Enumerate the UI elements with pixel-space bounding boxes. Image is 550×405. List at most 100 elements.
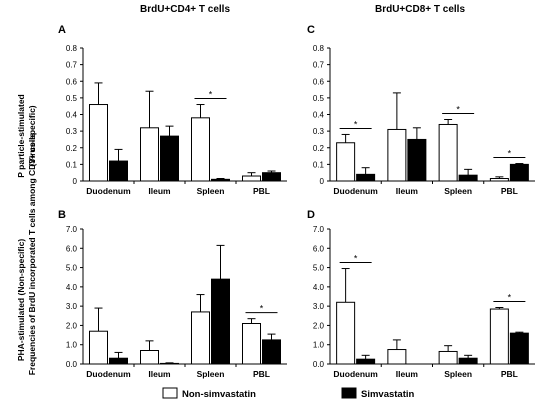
y-tick-label: 0.1 xyxy=(66,160,78,169)
x-tick-label: Ileum xyxy=(148,186,171,196)
legend: Non-simvastatin Simvastatin xyxy=(162,387,415,400)
panel-d: D 0.0 1.0 2.0 3.0 4.0 5.0 6.0 7.0 Duodenum Ileum Sp… xyxy=(307,209,535,379)
y-tick-label: 0.7 xyxy=(66,61,78,70)
bar-simvastatin xyxy=(407,138,427,182)
bar-non-simvastatin xyxy=(191,311,210,365)
y-tick-label: 0.6 xyxy=(66,77,78,86)
y-tick-label: 0.6 xyxy=(313,77,325,86)
x-tick-label: Duodenum xyxy=(86,369,131,379)
x-tick-label: PBL xyxy=(253,369,270,379)
y-tick-label: 6.0 xyxy=(313,244,325,253)
y-tick-label: 5.0 xyxy=(313,264,325,273)
x-tick-label: Spleen xyxy=(197,369,225,379)
bar-simvastatin xyxy=(509,332,529,365)
x-tick-label: Ileum xyxy=(396,369,419,379)
y-tick-label: 3.0 xyxy=(66,302,78,311)
y-tick-label: 0.3 xyxy=(66,127,78,136)
y-tick-label: 0.7 xyxy=(313,61,325,70)
bar-non-simvastatin xyxy=(191,117,210,182)
y-tick-label: 3.0 xyxy=(313,302,325,311)
panel-b: B 0.0 1.0 2.0 3.0 4.0 5.0 6.0 7.0 Duodenum Ileum Sp… xyxy=(58,209,287,379)
bar-non-simvastatin xyxy=(387,128,407,182)
y-axis-title: Frequencies of BrdU incorporated T cells… xyxy=(27,132,37,375)
y-tick-label: 6.0 xyxy=(66,244,78,253)
bar-non-simvastatin xyxy=(489,178,509,182)
bar-simvastatin xyxy=(160,135,179,182)
y-tick-label: 0.8 xyxy=(313,44,325,53)
bar-non-simvastatin xyxy=(140,350,159,365)
x-tick-label: Ileum xyxy=(148,369,171,379)
bar-simvastatin xyxy=(109,357,128,365)
bar-non-simvastatin xyxy=(89,104,108,182)
bar-simvastatin xyxy=(211,278,230,365)
bar-non-simvastatin xyxy=(438,350,458,365)
x-tick-label: Spleen xyxy=(444,186,472,196)
legend-swatch-simvastatin xyxy=(341,387,357,399)
bar-simvastatin xyxy=(160,362,179,365)
y-tick-label: 0.2 xyxy=(66,144,78,153)
panel-letter: C xyxy=(307,24,315,36)
y-tick-label: 7.0 xyxy=(66,225,78,234)
x-tick-label: Spleen xyxy=(197,186,225,196)
bar-non-simvastatin xyxy=(242,175,261,182)
x-tick-label: PBL xyxy=(253,186,270,196)
x-tick-label: Ileum xyxy=(396,186,419,196)
y-tick-label: 2.0 xyxy=(66,321,78,330)
significance-star: * xyxy=(354,254,358,264)
panel-letter: D xyxy=(307,209,315,221)
bar-non-simvastatin xyxy=(140,127,159,182)
bar-simvastatin xyxy=(109,160,128,182)
y-tick-label: 0.5 xyxy=(66,94,78,103)
y-tick-label: 1.0 xyxy=(66,341,78,350)
bar-simvastatin xyxy=(262,339,281,365)
y-tick-label: 0.0 xyxy=(313,360,325,369)
y-tick-label: 0.4 xyxy=(66,111,78,120)
significance-star: * xyxy=(456,104,460,114)
column-title-cd4: BrdU+CD4+ T cells xyxy=(140,4,230,15)
y-tick-label: 0.3 xyxy=(313,127,325,136)
bar-simvastatin xyxy=(458,174,478,182)
y-tick-label: 4.0 xyxy=(66,283,78,292)
bar-non-simvastatin xyxy=(438,123,458,182)
y-tick-label: 0.5 xyxy=(313,94,325,103)
y-tick-label: 7.0 xyxy=(313,225,325,234)
y-tick-label: 0.0 xyxy=(66,360,78,369)
bar-simvastatin xyxy=(458,357,478,365)
bar-non-simvastatin xyxy=(387,349,407,365)
y-tick-label: 0 xyxy=(73,177,78,186)
y-tick-label: 0.4 xyxy=(313,111,325,120)
panel-a: A 0 0.1 0.2 0.3 0.4 0.5 0.6 0.7 0.8 Duodenum Ileum S… xyxy=(58,24,287,196)
x-tick-label: Duodenum xyxy=(86,186,131,196)
y-tick-label: 0.1 xyxy=(313,160,325,169)
x-tick-label: PBL xyxy=(501,369,518,379)
bar-simvastatin xyxy=(262,172,281,182)
panel-letter: B xyxy=(58,209,66,221)
significance-star: * xyxy=(354,119,358,129)
legend-label-non-simvastatin: Non-simvastatin xyxy=(182,389,256,400)
y-tick-label: 2.0 xyxy=(313,321,325,330)
y-tick-label: 0.8 xyxy=(66,44,78,53)
y-tick-label: 5.0 xyxy=(66,264,78,273)
x-tick-label: Duodenum xyxy=(333,186,378,196)
x-tick-label: PBL xyxy=(501,186,518,196)
bar-simvastatin xyxy=(211,178,230,182)
legend-swatch-non-simvastatin xyxy=(162,387,178,399)
y-tick-label: 0 xyxy=(320,177,325,186)
panels: A 0 0.1 0.2 0.3 0.4 0.5 0.6 0.7 0.8 Duodenum Ileum S… xyxy=(58,24,535,379)
bar-simvastatin xyxy=(509,163,529,182)
y-tick-label: 1.0 xyxy=(313,341,325,350)
significance-star: * xyxy=(260,304,264,314)
row-label-bottom: PHA-stimulated (Non-specific) xyxy=(16,239,26,361)
y-tick-label: 4.0 xyxy=(313,283,325,292)
y-tick-label: 0.2 xyxy=(313,144,325,153)
bar-non-simvastatin xyxy=(336,142,356,182)
row-label-top-line2: (Virus-specific) xyxy=(27,105,37,166)
row-label-top-line1: P particle-stimulated xyxy=(16,94,26,177)
column-title-cd8: BrdU+CD8+ T cells xyxy=(375,4,465,15)
bar-non-simvastatin xyxy=(89,330,108,365)
bar-non-simvastatin xyxy=(489,308,509,365)
panel-c: C 0 0.1 0.2 0.3 0.4 0.5 0.6 0.7 0.8 Duodenum Ileum S… xyxy=(307,24,535,196)
significance-star: * xyxy=(508,292,512,302)
significance-star: * xyxy=(209,90,213,100)
